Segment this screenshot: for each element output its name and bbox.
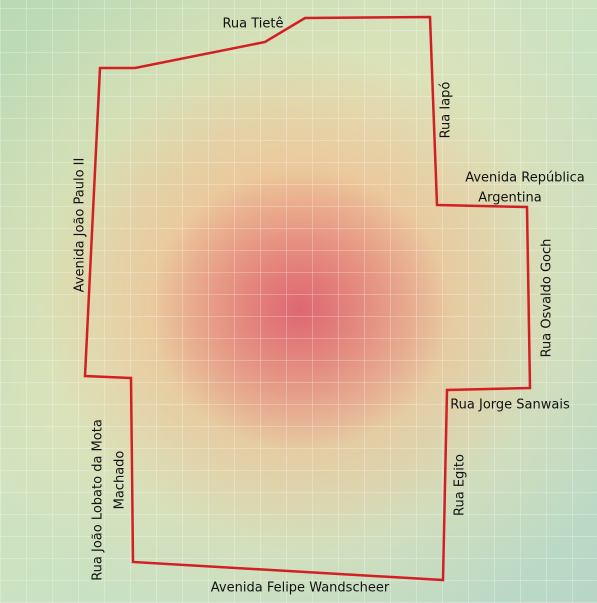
- street-label: Avenida João Paulo II: [73, 158, 88, 293]
- street-label: Rua Osvaldo Goch: [540, 239, 555, 358]
- street-label: Avenida Felipe Wandscheer: [211, 581, 390, 596]
- street-label: Machado: [113, 451, 128, 510]
- street-label: Rua Iapó: [439, 82, 454, 139]
- street-label: Rua João Lobato da Mota: [91, 419, 106, 581]
- street-label: Rua Jorge Sanwais: [450, 398, 570, 413]
- street-label: Rua Tietê: [222, 17, 283, 32]
- street-label: Rua Egito: [453, 454, 468, 516]
- street-label: Argentina: [478, 191, 541, 206]
- boundary: [83, 15, 532, 582]
- street-label: Avenida República: [465, 171, 585, 186]
- street-labels: Rua Tietê Rua Iapó Avenida República Argent…: [73, 17, 585, 596]
